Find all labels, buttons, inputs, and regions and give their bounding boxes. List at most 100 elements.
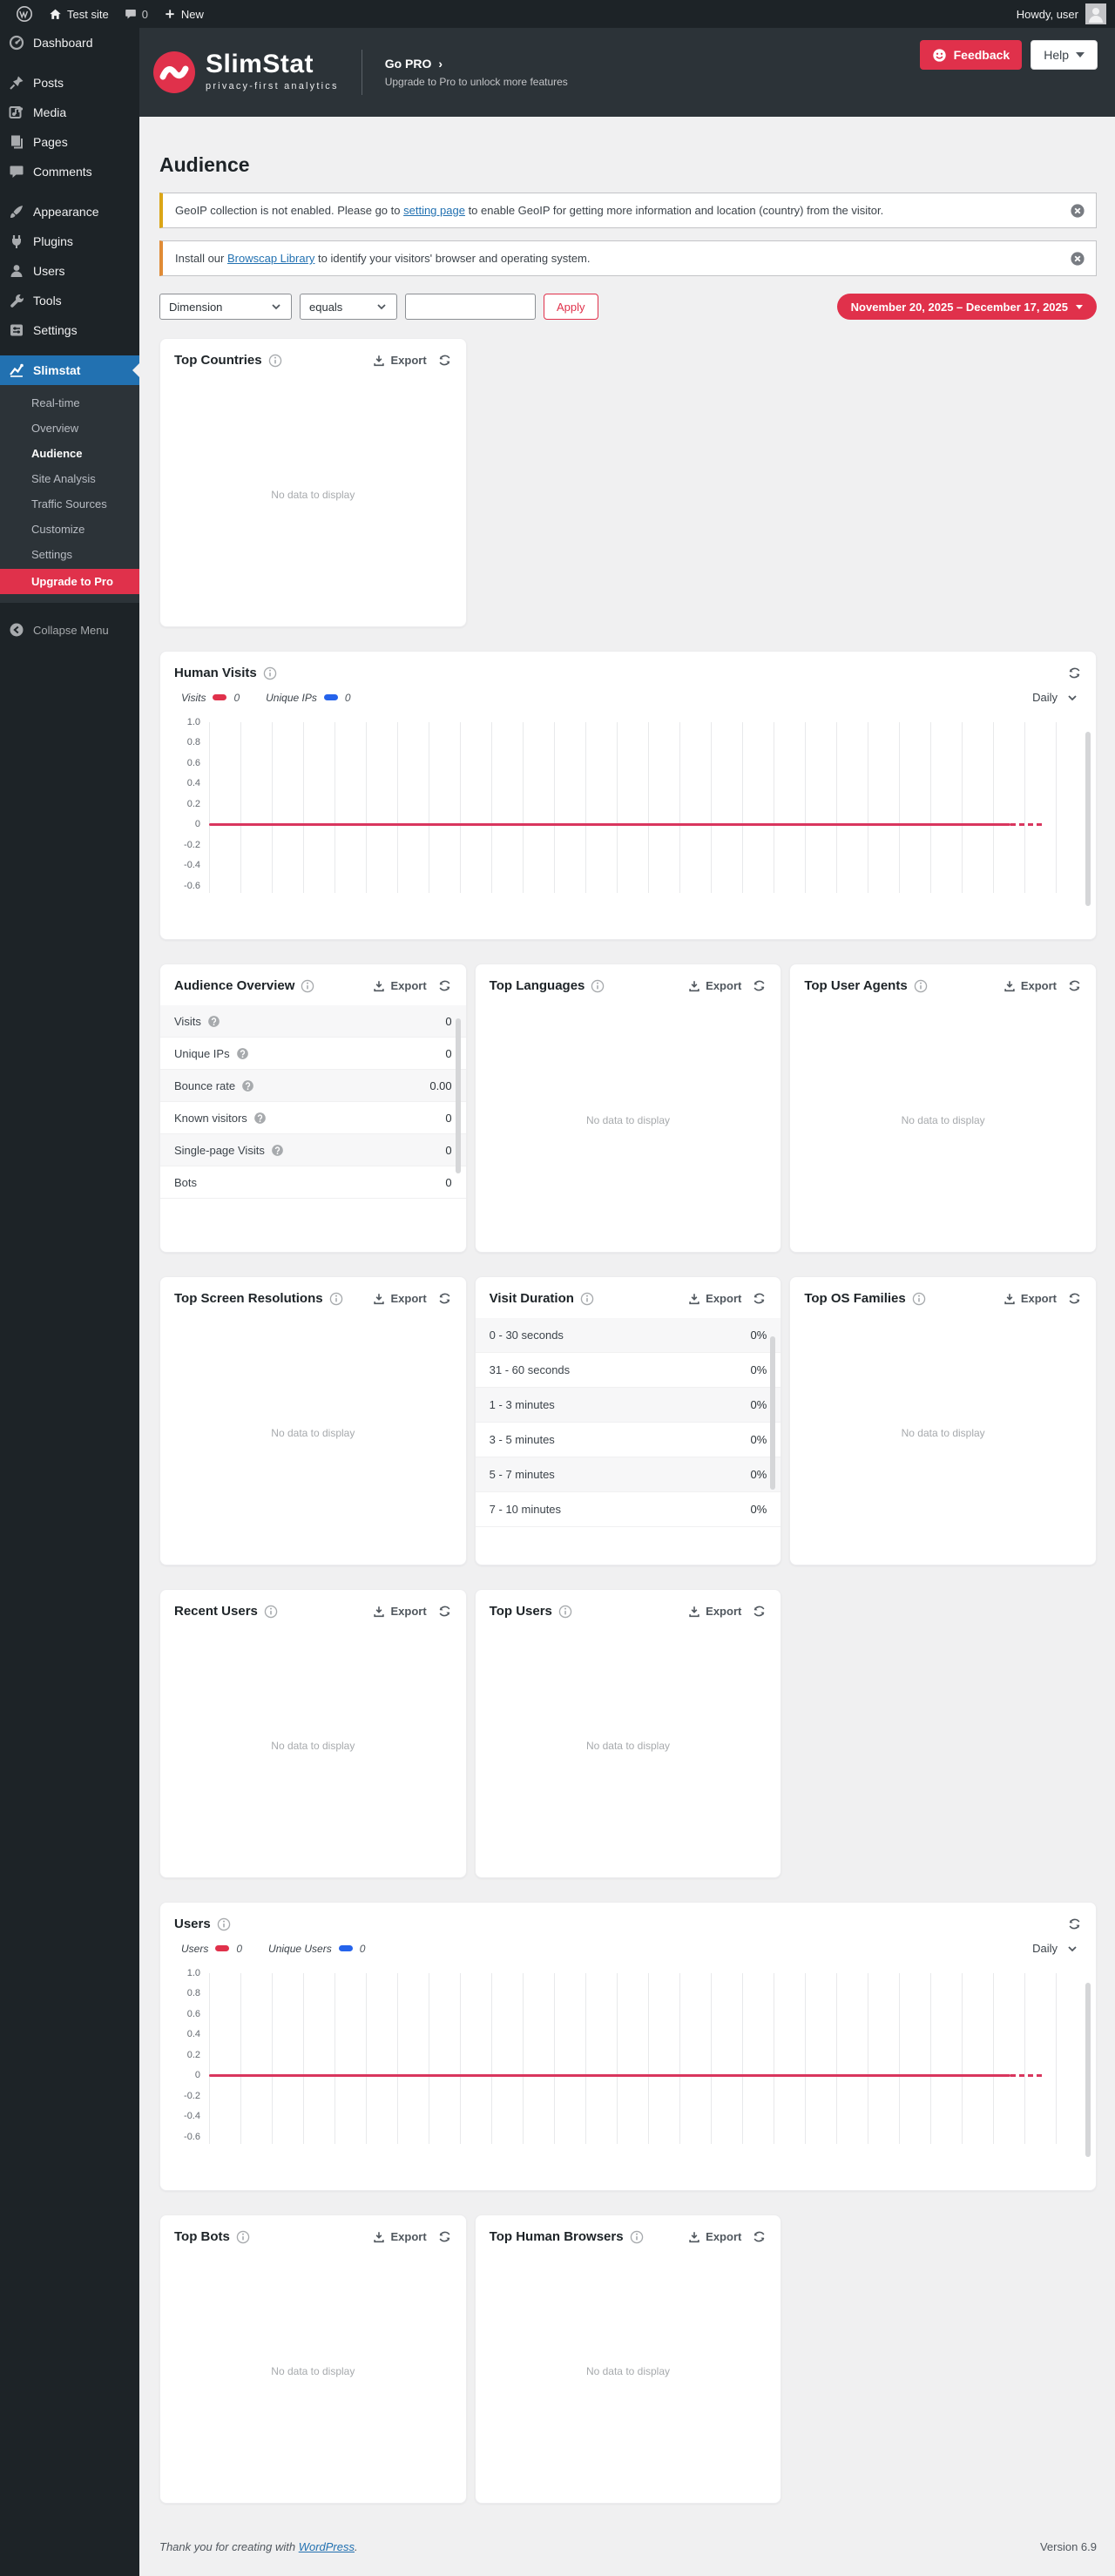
export-button[interactable]: Export — [372, 354, 427, 368]
sidebar-item-plugins[interactable]: Plugins — [0, 226, 139, 256]
interval-select[interactable]: Daily — [1032, 1942, 1078, 1955]
table-row: Bounce rate 0.00 — [160, 1070, 466, 1102]
help-icon[interactable] — [271, 1144, 284, 1157]
help-icon[interactable] — [253, 1112, 267, 1125]
wrench-icon — [9, 293, 24, 308]
refresh-icon[interactable] — [437, 1604, 452, 1619]
sidebar-item-appearance[interactable]: Appearance — [0, 197, 139, 226]
dimension-select[interactable]: Dimension — [159, 294, 292, 320]
sidebar-item-users[interactable]: Users — [0, 256, 139, 286]
export-button[interactable]: Export — [687, 1292, 741, 1306]
help-icon[interactable] — [241, 1079, 254, 1092]
sidebar-item-tools[interactable]: Tools — [0, 286, 139, 315]
submenu-site-analysis[interactable]: Site Analysis — [31, 472, 96, 485]
go-pro-link[interactable]: Go PRO › — [384, 57, 443, 71]
info-icon[interactable] — [301, 979, 314, 993]
submenu-customize[interactable]: Customize — [31, 523, 85, 536]
date-range-button[interactable]: November 20, 2025 – December 17, 2025 — [836, 294, 1097, 320]
howdy-text[interactable]: Howdy, user — [1016, 7, 1078, 21]
wp-logo-menu[interactable] — [9, 0, 40, 28]
scrollbar-thumb[interactable] — [1085, 1983, 1091, 2157]
refresh-icon[interactable] — [1067, 666, 1082, 680]
sidebar-item-dashboard[interactable]: Dashboard — [0, 28, 139, 57]
sidebar-item-media[interactable]: Media — [0, 98, 139, 127]
info-icon[interactable] — [558, 1605, 572, 1619]
comments-menu[interactable]: 0 — [118, 0, 155, 28]
refresh-icon[interactable] — [437, 353, 452, 368]
refresh-icon[interactable] — [752, 1291, 767, 1306]
sidebar-item-pages[interactable]: Pages — [0, 127, 139, 157]
new-menu[interactable]: New — [157, 0, 211, 28]
y-tick: 0.2 — [186, 2050, 200, 2060]
dismiss-icon[interactable] — [1070, 203, 1085, 219]
export-button[interactable]: Export — [372, 979, 427, 993]
help-icon[interactable] — [207, 1015, 220, 1028]
info-icon[interactable] — [264, 1605, 278, 1619]
export-button[interactable]: Export — [372, 1605, 427, 1619]
info-icon[interactable] — [580, 1292, 594, 1306]
wordpress-link[interactable]: WordPress — [298, 2540, 355, 2553]
avatar[interactable] — [1085, 3, 1106, 24]
submenu-settings[interactable]: Settings — [31, 548, 72, 561]
submenu-traffic-sources[interactable]: Traffic Sources — [31, 497, 107, 510]
export-button[interactable]: Export — [1003, 979, 1057, 993]
sidebar-item-settings[interactable]: Settings — [0, 315, 139, 345]
apply-button[interactable]: Apply — [544, 294, 598, 320]
submenu-audience[interactable]: Audience — [31, 447, 83, 460]
export-button[interactable]: Export — [372, 2230, 427, 2244]
legend-unique-users[interactable]: Unique Users 0 — [268, 1942, 366, 1955]
help-button[interactable]: Help — [1031, 40, 1098, 70]
refresh-icon[interactable] — [752, 2229, 767, 2244]
info-icon[interactable] — [329, 1292, 343, 1306]
y-tick: -0.4 — [184, 860, 200, 870]
export-button[interactable]: Export — [687, 979, 741, 993]
scrollbar-thumb[interactable] — [455, 1018, 461, 1173]
submenu-overview[interactable]: Overview — [31, 422, 79, 435]
info-icon[interactable] — [236, 2230, 250, 2244]
submenu-real-time[interactable]: Real-time — [31, 396, 80, 409]
y-tick: 0.4 — [186, 778, 200, 788]
sidebar-item-posts[interactable]: Posts — [0, 68, 139, 98]
collapse-menu-button[interactable]: Collapse Menu — [0, 615, 139, 645]
refresh-icon[interactable] — [437, 978, 452, 993]
legend-unique-ips[interactable]: Unique IPs 0 — [266, 691, 351, 704]
browscap-library-link[interactable]: Browscap Library — [226, 252, 315, 265]
panel-title: Top Countries — [174, 353, 262, 368]
dismiss-icon[interactable] — [1070, 251, 1085, 267]
refresh-icon[interactable] — [437, 2229, 452, 2244]
help-icon[interactable] — [236, 1047, 249, 1060]
refresh-icon[interactable] — [1067, 1917, 1082, 1931]
info-icon[interactable] — [268, 354, 282, 368]
info-icon[interactable] — [263, 666, 277, 680]
zero-value-line — [209, 2074, 1010, 2077]
info-icon[interactable] — [912, 1292, 926, 1306]
info-icon[interactable] — [630, 2230, 644, 2244]
export-button[interactable]: Export — [687, 2230, 741, 2244]
feedback-button[interactable]: Feedback — [919, 40, 1023, 70]
filter-value-input[interactable] — [405, 294, 536, 320]
export-button[interactable]: Export — [372, 1292, 427, 1306]
site-menu[interactable]: Test site — [42, 0, 116, 28]
submenu-upgrade-to-pro[interactable]: Upgrade to Pro — [0, 569, 139, 594]
version-text: Version 6.9 — [1039, 2540, 1097, 2553]
y-tick: 0.2 — [186, 799, 200, 809]
interval-select[interactable]: Daily — [1032, 691, 1078, 704]
legend-visits[interactable]: Visits 0 — [181, 691, 240, 704]
info-icon[interactable] — [914, 979, 928, 993]
refresh-icon[interactable] — [437, 1291, 452, 1306]
scrollbar-thumb[interactable] — [770, 1336, 776, 1490]
setting-page-link[interactable]: setting page — [403, 204, 465, 217]
scrollbar-thumb[interactable] — [1085, 732, 1091, 906]
refresh-icon[interactable] — [752, 1604, 767, 1619]
legend-users[interactable]: Users 0 — [181, 1942, 243, 1955]
sidebar-item-slimstat[interactable]: Slimstat — [0, 355, 139, 385]
export-button[interactable]: Export — [687, 1605, 741, 1619]
export-button[interactable]: Export — [1003, 1292, 1057, 1306]
info-icon[interactable] — [217, 1917, 231, 1931]
info-icon[interactable] — [591, 979, 605, 993]
refresh-icon[interactable] — [1067, 1291, 1082, 1306]
refresh-icon[interactable] — [752, 978, 767, 993]
sidebar-item-comments[interactable]: Comments — [0, 157, 139, 186]
operator-select[interactable]: equals — [300, 294, 397, 320]
refresh-icon[interactable] — [1067, 978, 1082, 993]
